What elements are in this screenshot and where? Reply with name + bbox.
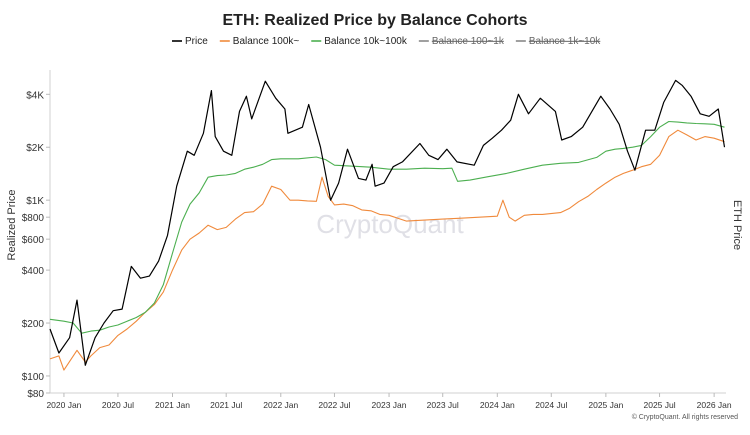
legend-label: Price [185,36,208,47]
legend-item-balance-10k-100k[interactable]: Balance 10k~100k [311,36,408,47]
legend-label: Balance 100k~ [233,36,300,47]
y-axis-ticks: $80 $100 $200 $400 $600 $800 $1K $2K $4K [22,90,50,400]
legend-label: Balance 10k~100k [324,36,408,47]
legend-item-balance-1k-10k[interactable]: Balance 1k~10k [515,36,601,47]
y-tick-label: $200 [22,319,45,330]
x-tick-label: 2022 Jul [318,400,350,410]
x-tick-label: 2024 Jul [535,400,567,410]
x-tick-label: 2022 Jan [263,400,298,410]
y-axis-right-label: ETH Price [731,200,743,250]
chart-legend: Price Balance 100k~ Balance 10k~100k Balanc… [172,36,601,47]
x-axis-ticks: 2020 Jan 2020 Jul 2021 Jan 2021 Jul 2022 Jan… [46,393,732,410]
chart-title: ETH: Realized Price by Balance Cohorts [223,12,528,29]
y-tick-label: $4K [26,90,44,101]
y-tick-label: $2K [26,143,44,154]
series-line-balance-100k- [49,129,725,371]
watermark: CryptoQuant [316,209,464,239]
x-tick-label: 2020 Jan [46,400,81,410]
y-tick-label: $400 [22,266,45,277]
series-lines [49,79,726,371]
copyright-text: © CryptoQuant. All rights reserved [632,413,738,421]
series-line-price [49,79,726,366]
x-tick-label: 2023 Jul [427,400,459,410]
y-tick-label: $600 [22,235,45,246]
y-tick-label: $1K [26,196,44,207]
x-tick-label: 2025 Jul [643,400,675,410]
legend-item-balance-100k-[interactable]: Balance 100k~ [219,36,300,47]
x-tick-label: 2021 Jan [155,400,190,410]
x-tick-label: 2020 Jul [102,400,134,410]
legend-label: Balance 100~1k [432,36,505,47]
x-tick-label: 2025 Jan [588,400,623,410]
y-axis-label: Realized Price [6,190,18,261]
legend-item-price[interactable]: Price [172,36,208,47]
x-tick-label: 2024 Jan [480,400,515,410]
legend-item-balance-100-1k[interactable]: Balance 100~1k [418,36,505,47]
y-tick-label: $800 [22,213,45,224]
y-tick-label: $80 [27,389,44,400]
legend-label: Balance 1k~10k [529,36,601,47]
x-tick-label: 2026 Jan [697,400,732,410]
x-tick-label: 2021 Jul [210,400,242,410]
y-tick-label: $100 [22,372,45,383]
x-tick-label: 2023 Jan [372,400,407,410]
